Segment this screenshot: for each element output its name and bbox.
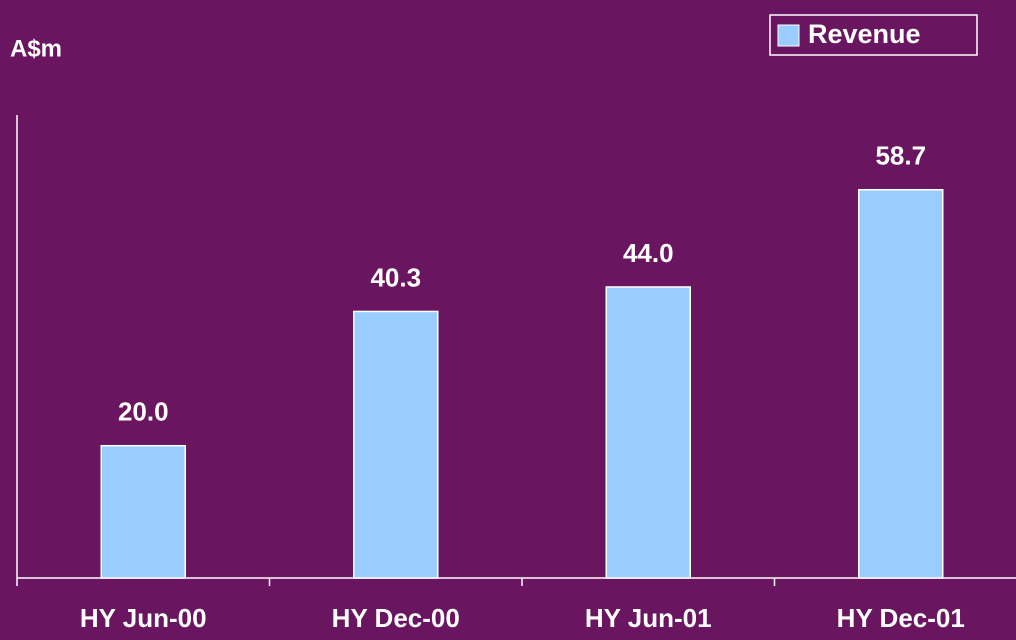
x-tick-label: HY Jun-00 <box>80 603 207 633</box>
data-label: 58.7 <box>875 141 926 171</box>
data-label: 40.3 <box>370 262 421 292</box>
bar <box>100 444 186 579</box>
legend-swatch <box>777 24 800 47</box>
x-tick-label: HY Dec-00 <box>332 603 460 633</box>
x-tick-label: HY Dec-01 <box>837 603 965 633</box>
bar <box>605 286 691 579</box>
bar <box>858 188 944 579</box>
legend-box <box>769 14 978 56</box>
x-tick-label: HY Jun-01 <box>585 603 712 633</box>
data-label: 20.0 <box>118 397 169 427</box>
y-axis-label: A$m <box>10 35 62 62</box>
bar <box>353 310 439 579</box>
data-label: 44.0 <box>623 238 674 268</box>
legend-label: Revenue <box>808 19 921 49</box>
